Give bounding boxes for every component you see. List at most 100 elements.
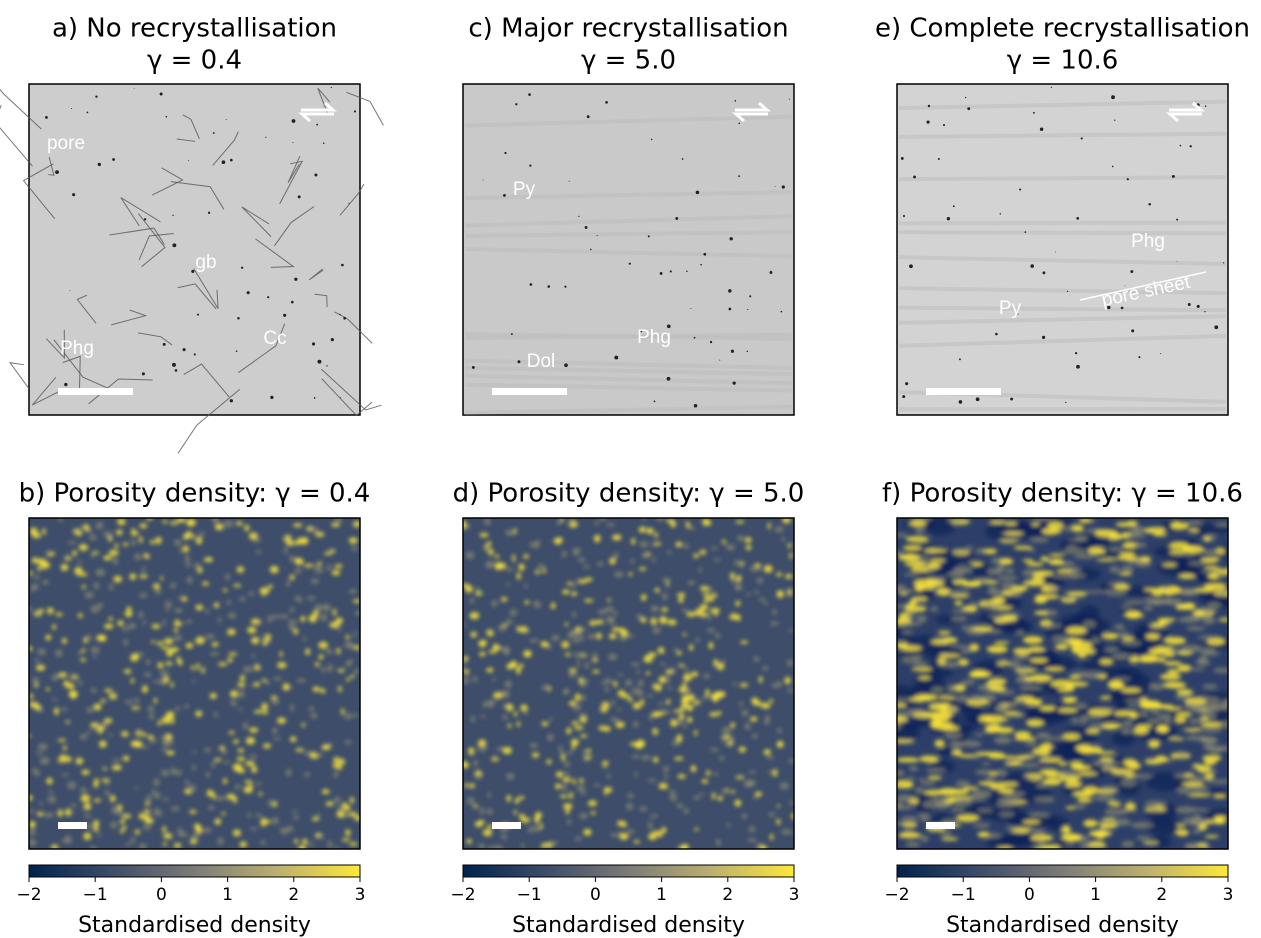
spot bbox=[1027, 752, 1037, 760]
spot bbox=[985, 776, 996, 780]
spot bbox=[185, 780, 189, 785]
spot bbox=[205, 634, 215, 639]
spot bbox=[519, 626, 527, 633]
spot bbox=[36, 665, 45, 671]
spot bbox=[473, 805, 479, 808]
spot bbox=[996, 801, 1014, 808]
pore bbox=[731, 350, 734, 353]
spot bbox=[626, 634, 634, 638]
pore bbox=[729, 308, 732, 311]
spot bbox=[1177, 787, 1189, 793]
spot bbox=[166, 711, 175, 718]
spot bbox=[581, 792, 587, 795]
spot bbox=[40, 801, 43, 807]
spot bbox=[337, 669, 345, 673]
spot bbox=[788, 759, 797, 763]
spot bbox=[959, 754, 975, 758]
spot bbox=[997, 706, 1008, 713]
spot bbox=[1171, 522, 1189, 530]
spot bbox=[480, 715, 486, 718]
low-spot bbox=[1001, 834, 1035, 847]
spot bbox=[694, 730, 697, 736]
spot bbox=[582, 749, 588, 755]
spot bbox=[965, 546, 974, 549]
spot bbox=[604, 687, 609, 692]
colorbar-tick-label: 3 bbox=[355, 885, 366, 905]
spot bbox=[714, 772, 719, 776]
spot bbox=[190, 834, 199, 839]
spot bbox=[1069, 575, 1078, 579]
spot bbox=[721, 789, 729, 793]
spot bbox=[29, 821, 36, 828]
colorbar bbox=[463, 865, 794, 877]
spot bbox=[742, 813, 748, 819]
spot bbox=[349, 589, 357, 594]
pore bbox=[343, 317, 346, 320]
spot bbox=[895, 770, 905, 777]
spot bbox=[70, 804, 77, 808]
pore bbox=[947, 217, 950, 220]
spot bbox=[1118, 572, 1132, 575]
spot bbox=[506, 773, 515, 780]
spot bbox=[1049, 553, 1065, 556]
spot bbox=[679, 714, 685, 720]
spot bbox=[512, 554, 515, 562]
spot bbox=[1079, 719, 1088, 724]
spot bbox=[583, 829, 591, 836]
pore bbox=[901, 157, 904, 160]
spot bbox=[1140, 655, 1157, 662]
spot bbox=[160, 576, 163, 580]
spot bbox=[746, 593, 751, 596]
pore bbox=[928, 105, 930, 107]
spot bbox=[1193, 611, 1205, 617]
spot bbox=[927, 803, 947, 808]
spot bbox=[609, 633, 617, 639]
spot bbox=[739, 747, 747, 753]
spot bbox=[1186, 626, 1206, 630]
spot bbox=[1040, 705, 1056, 710]
spot bbox=[690, 527, 696, 530]
spot bbox=[1101, 785, 1118, 792]
spot bbox=[314, 567, 323, 574]
pore bbox=[348, 203, 349, 204]
spot bbox=[689, 644, 693, 651]
spot bbox=[597, 562, 604, 567]
spot bbox=[659, 783, 669, 789]
spot bbox=[33, 610, 41, 617]
pore bbox=[208, 212, 210, 214]
spot bbox=[243, 666, 253, 673]
pore bbox=[236, 350, 238, 352]
spot bbox=[918, 676, 931, 679]
pore bbox=[1042, 336, 1045, 339]
pore bbox=[183, 348, 186, 351]
spot bbox=[954, 601, 962, 606]
spot bbox=[537, 564, 546, 569]
pore bbox=[902, 395, 905, 398]
spot bbox=[579, 778, 584, 782]
spot bbox=[506, 663, 514, 669]
spot bbox=[562, 777, 571, 782]
spot bbox=[174, 770, 183, 776]
spot bbox=[713, 558, 721, 561]
spot bbox=[163, 833, 172, 839]
spot bbox=[78, 613, 83, 618]
spot bbox=[972, 790, 991, 797]
spot bbox=[252, 538, 261, 542]
spot bbox=[47, 607, 54, 614]
spot bbox=[329, 622, 339, 628]
spot bbox=[286, 541, 294, 546]
spot bbox=[716, 839, 721, 846]
spot bbox=[1062, 826, 1071, 833]
spot bbox=[154, 792, 160, 799]
spot bbox=[906, 603, 915, 607]
spot bbox=[1120, 779, 1137, 786]
spot bbox=[569, 792, 573, 799]
spot bbox=[1049, 559, 1064, 565]
pore bbox=[967, 107, 970, 110]
spot bbox=[228, 657, 233, 662]
pore bbox=[314, 397, 316, 399]
pore bbox=[1114, 120, 1115, 121]
spot bbox=[987, 568, 1004, 575]
spot bbox=[686, 706, 694, 711]
spot bbox=[893, 698, 911, 703]
